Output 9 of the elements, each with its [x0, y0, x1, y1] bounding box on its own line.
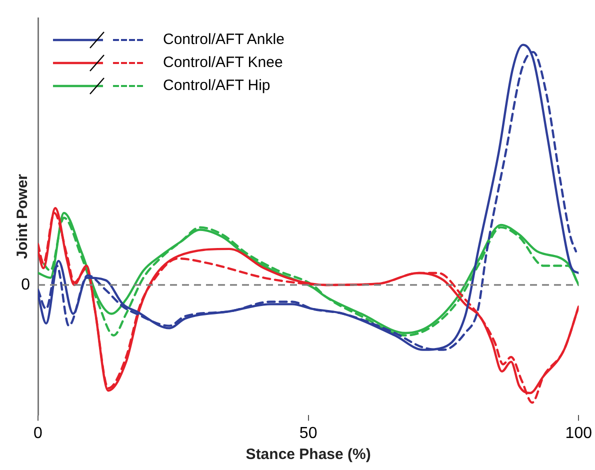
x-axis-title: Stance Phase (%): [246, 446, 371, 464]
x-tick-label: 0: [34, 424, 43, 442]
legend-label: Control/AFT Hip: [163, 77, 270, 95]
ref-line-label: 0: [21, 276, 30, 294]
y-axis-title: Joint Power: [14, 174, 31, 259]
x-tick-label: 50: [299, 424, 318, 442]
legend-label: Control/AFT Ankle: [163, 31, 284, 49]
x-tick-label: 100: [565, 424, 592, 442]
legend-label: Control/AFT Knee: [163, 54, 283, 72]
